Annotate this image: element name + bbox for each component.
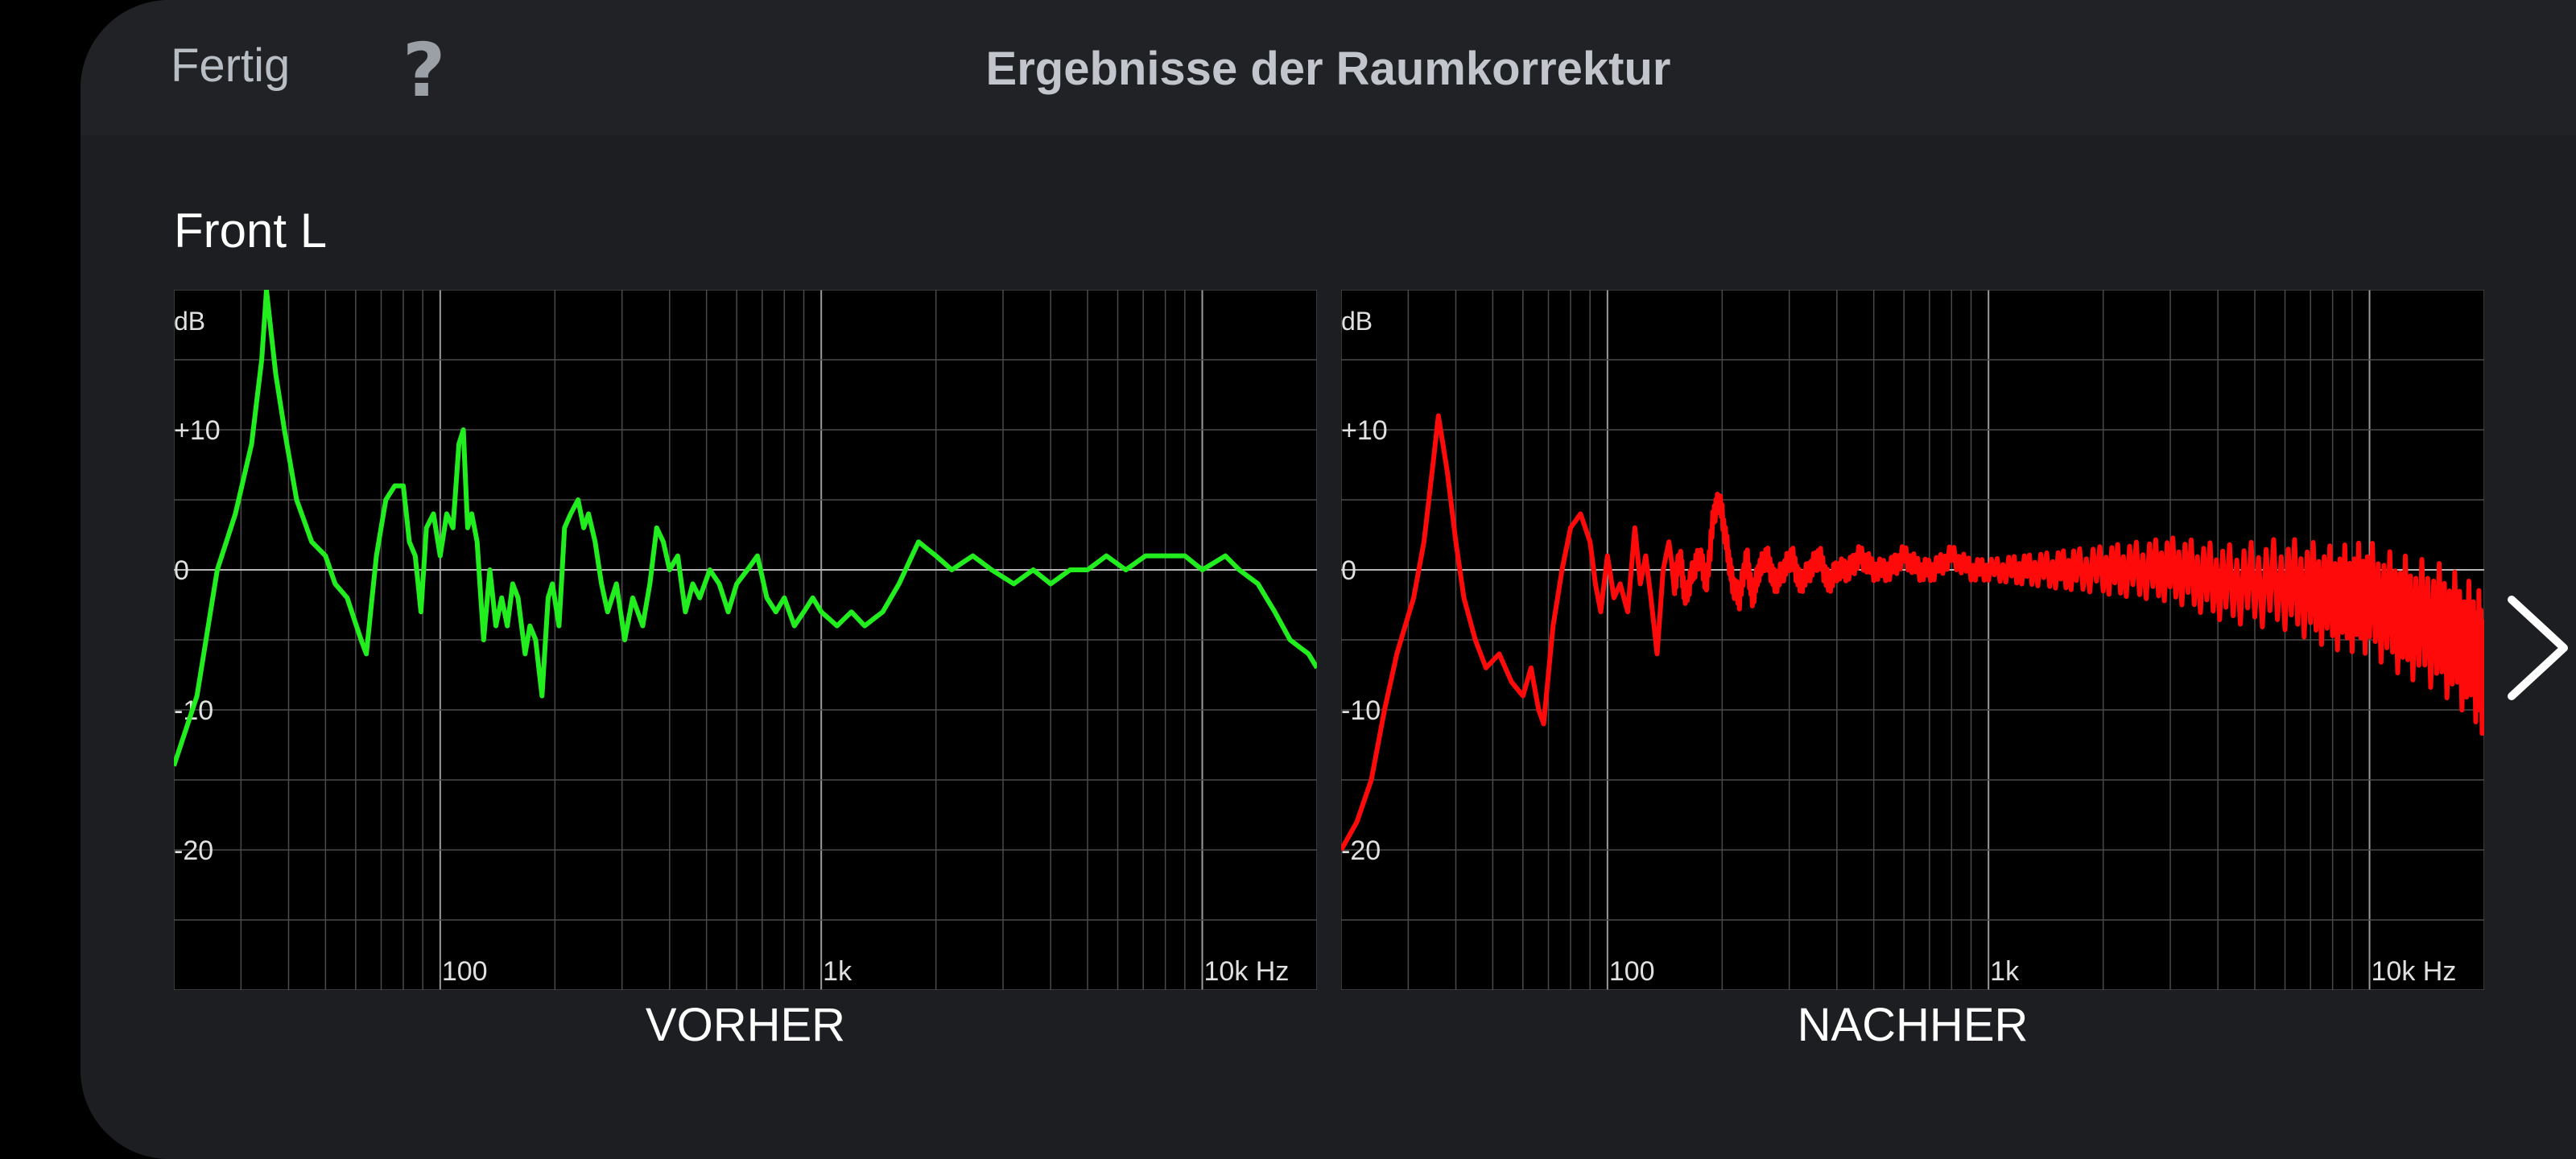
x-tick-label: 10k Hz <box>2372 956 2457 987</box>
y-tick-label: 0 <box>174 555 189 586</box>
help-question-icon[interactable]: ? <box>402 27 446 113</box>
after-caption: NACHHER <box>1797 999 2029 1051</box>
next-chevron-icon[interactable] <box>2496 588 2576 708</box>
channel-label: Front L <box>174 204 328 258</box>
y-tick-label: 0 <box>1341 555 1356 586</box>
horizontal-gridlines <box>174 290 1317 990</box>
x-tick-label: 10k Hz <box>1204 956 1290 987</box>
after-chart: dB +10 0 -10 -20 100 1k 10k Hz <box>1341 290 2484 990</box>
y-unit-label: dB <box>1341 307 1373 336</box>
page-title: Ergebnisse der Raumkorrektur <box>985 43 1671 95</box>
y-unit-label: dB <box>174 307 205 336</box>
x-tick-label: 1k <box>1990 956 2020 987</box>
y-tick-label: -10 <box>1341 695 1381 726</box>
y-tick-label: +10 <box>1341 415 1388 446</box>
room-correction-panel: Fertig ? Ergebnisse der Raumkorrektur Fr… <box>80 0 2576 1159</box>
before-chart: dB +10 0 -10 -20 100 1k 10k Hz <box>174 290 1317 990</box>
after-response-curve <box>1341 413 2484 852</box>
x-tick-label: 100 <box>1609 956 1655 987</box>
x-tick-label: 1k <box>823 956 852 987</box>
before-caption: VORHER <box>645 999 846 1051</box>
before-response-curve <box>174 290 1317 767</box>
x-tick-label: 100 <box>442 956 488 987</box>
done-button[interactable]: Fertig <box>171 39 291 92</box>
y-tick-label: -20 <box>174 835 213 866</box>
horizontal-gridlines <box>1341 290 2484 990</box>
header-bar: Fertig ? Ergebnisse der Raumkorrektur <box>80 0 2576 135</box>
y-tick-label: +10 <box>174 415 221 446</box>
